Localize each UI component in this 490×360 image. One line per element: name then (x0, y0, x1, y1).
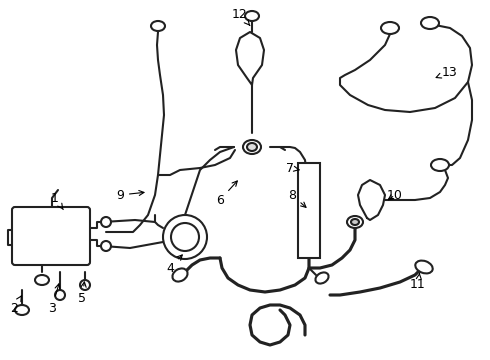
Text: 11: 11 (410, 273, 426, 292)
Text: 4: 4 (166, 255, 182, 275)
Ellipse shape (80, 280, 90, 290)
Ellipse shape (55, 290, 65, 300)
Ellipse shape (15, 305, 29, 315)
Ellipse shape (247, 143, 257, 151)
Ellipse shape (316, 273, 329, 284)
Text: 7: 7 (286, 162, 299, 175)
Circle shape (101, 241, 111, 251)
Text: 1: 1 (51, 192, 63, 210)
Ellipse shape (416, 261, 433, 274)
Ellipse shape (35, 275, 49, 285)
Ellipse shape (245, 11, 259, 21)
FancyBboxPatch shape (12, 207, 90, 265)
Text: 10: 10 (387, 189, 403, 202)
Ellipse shape (381, 22, 399, 34)
Text: 12: 12 (232, 8, 250, 26)
Circle shape (101, 217, 111, 227)
Circle shape (171, 223, 199, 251)
Ellipse shape (151, 21, 165, 31)
Text: 3: 3 (48, 284, 60, 315)
Circle shape (163, 215, 207, 259)
Ellipse shape (431, 159, 449, 171)
Bar (298, 163, 320, 258)
Text: 9: 9 (116, 189, 144, 202)
Ellipse shape (421, 17, 439, 29)
Ellipse shape (172, 269, 188, 282)
Text: 13: 13 (436, 66, 458, 78)
Ellipse shape (351, 219, 359, 225)
Ellipse shape (243, 140, 261, 154)
Text: 2: 2 (10, 296, 22, 315)
Text: 6: 6 (216, 181, 237, 207)
Text: 8: 8 (288, 189, 306, 207)
Ellipse shape (347, 216, 363, 228)
Text: 5: 5 (78, 282, 86, 305)
